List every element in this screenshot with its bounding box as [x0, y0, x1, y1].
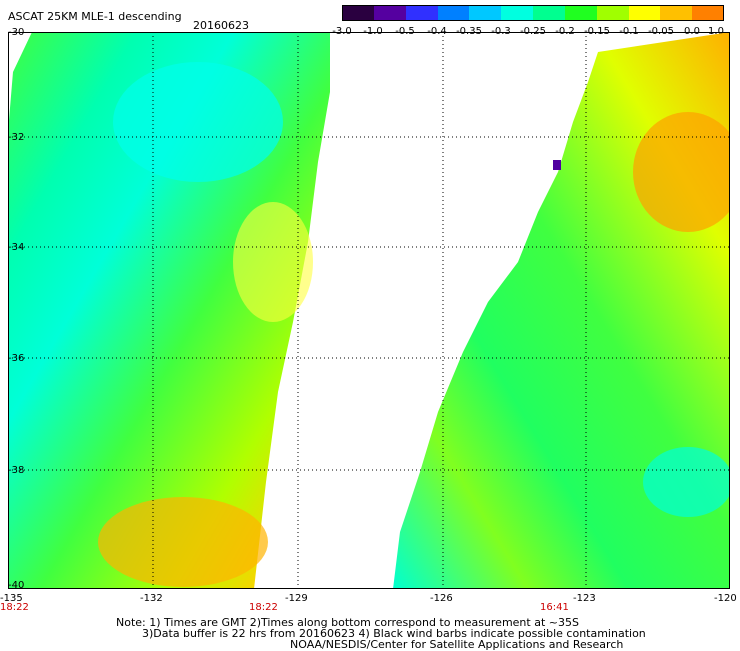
lat-label: -36	[8, 353, 25, 364]
colorbar-label: -0.2	[555, 26, 575, 37]
lat-gridlines	[8, 136, 730, 471]
colorbar-segment	[660, 5, 692, 21]
lat-label: -38	[8, 465, 25, 476]
lon-label: -129	[285, 593, 308, 604]
lon-label: -132	[140, 593, 163, 604]
right-swath-orange-patch	[633, 112, 730, 232]
lon-gridlines	[152, 32, 587, 589]
colorbar-segment	[501, 5, 533, 21]
lat-label: -34	[8, 242, 25, 253]
colorbar-label: -3.0	[332, 26, 352, 37]
lat-label: -32	[8, 132, 25, 143]
colorbar-label: -0.4	[427, 26, 447, 37]
lat-label: -40	[8, 580, 25, 591]
colorbar-segment	[374, 5, 406, 21]
colorbar	[342, 5, 724, 21]
colorbar-label: -0.15	[584, 26, 610, 37]
colorbar-label: -0.3	[491, 26, 511, 37]
colorbar-segment	[629, 5, 660, 21]
lon-label: -120	[714, 593, 737, 604]
colorbar-segment	[565, 5, 597, 21]
map-date: 20160623	[193, 19, 249, 32]
footer-note-line2: 3)Data buffer is 22 hrs from 20160623 4)…	[142, 627, 646, 640]
time-label: 18:22	[0, 602, 29, 613]
colorbar-label: -0.25	[520, 26, 546, 37]
colorbar-segment	[597, 5, 629, 21]
footer-note-line1: Note: 1) Times are GMT 2)Times along bot…	[116, 616, 579, 629]
colorbar-label: 1.0	[708, 26, 724, 37]
lon-label: -126	[430, 593, 453, 604]
map-title: ASCAT 25KM MLE-1 descending	[8, 10, 182, 23]
left-swath-orange-patch	[98, 497, 268, 587]
left-swath-yellow-patch	[233, 202, 313, 322]
colorbar-segment	[469, 5, 501, 21]
time-label: 16:41	[540, 602, 569, 613]
map-frame	[8, 32, 730, 589]
left-swath	[8, 32, 330, 589]
footer-credit: NOAA/NESDIS/Center for Satellite Applica…	[290, 638, 624, 651]
lon-label: -123	[573, 593, 596, 604]
right-swath-purple-pixel	[553, 160, 561, 170]
colorbar-label: -0.1	[619, 26, 639, 37]
left-swath-cyan-patch	[113, 62, 283, 182]
map-panel	[8, 32, 730, 589]
colorbar-segment	[406, 5, 438, 21]
colorbar-label: 0.0	[684, 26, 700, 37]
right-swath-cyan-patch	[643, 447, 730, 517]
colorbar-labels: -3.0 -1.0 -0.5 -0.4 -0.35 -0.3 -0.25 -0.…	[332, 26, 724, 38]
lat-label: -30	[8, 27, 25, 38]
colorbar-segment	[692, 5, 724, 21]
colorbar-label: -0.05	[648, 26, 674, 37]
colorbar-segment	[438, 5, 469, 21]
colorbar-label: -0.5	[395, 26, 415, 37]
colorbar-segment	[342, 5, 374, 21]
time-label: 18:22	[249, 602, 278, 613]
colorbar-label: -1.0	[363, 26, 383, 37]
colorbar-label: -0.35	[456, 26, 482, 37]
lon-label: -135	[0, 593, 23, 604]
colorbar-segment	[533, 5, 565, 21]
colorbar-frame	[342, 5, 724, 21]
